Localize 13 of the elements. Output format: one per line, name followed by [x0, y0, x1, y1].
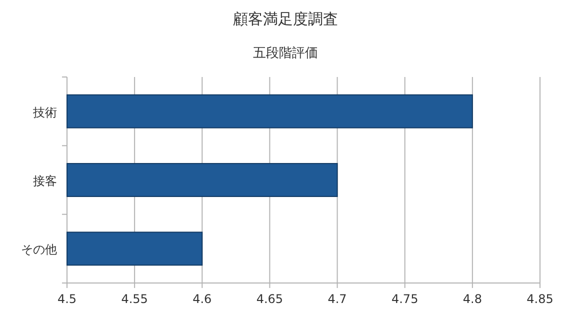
chart-title: 顧客満足度調査 [233, 10, 338, 28]
x-tick-label: 4.8 [462, 292, 482, 306]
y-tick-label: 技術 [32, 105, 57, 120]
x-tick-label: 4.6 [192, 292, 212, 306]
x-tick-label: 4.5 [57, 292, 77, 306]
x-tick-label: 4.7 [328, 292, 347, 306]
chart-subtitle: 五段階評価 [253, 46, 318, 61]
y-tick-label: その他 [21, 242, 57, 257]
x-tick-label: 4.55 [121, 292, 148, 306]
x-tick-label: 4.75 [392, 292, 418, 306]
x-tick-label: 4.65 [256, 292, 284, 306]
x-tick-label: 4.85 [526, 292, 554, 306]
y-tick-label: 接客 [33, 174, 57, 188]
